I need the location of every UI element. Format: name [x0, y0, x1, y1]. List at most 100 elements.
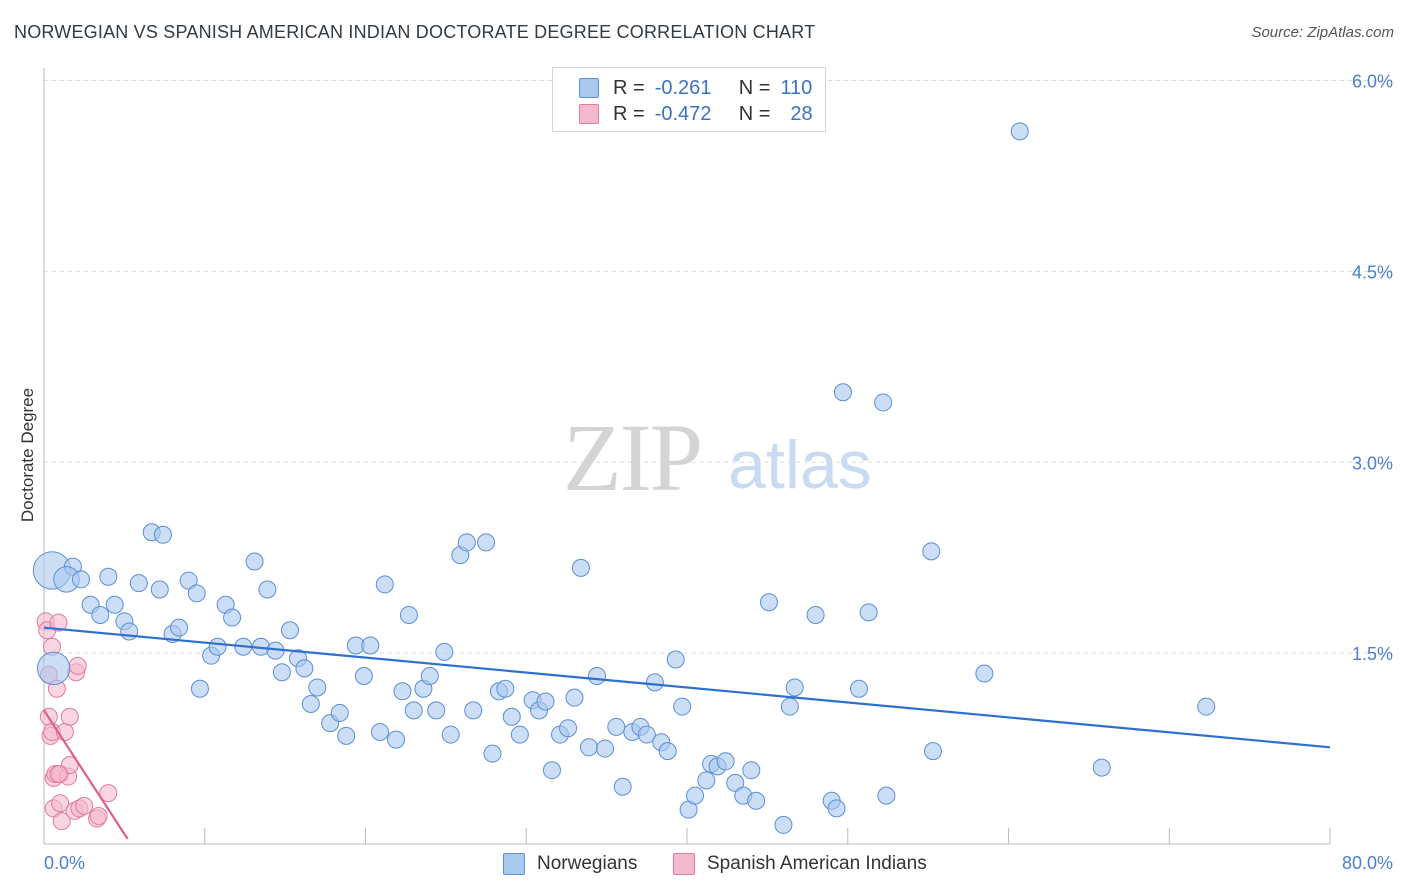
norwegian-point: [923, 742, 942, 761]
norwegian-point: [150, 580, 169, 599]
norwegian-point: [354, 667, 373, 686]
spanish-american-indian-point: [68, 656, 87, 675]
legend-row-spanish-american-indians: R = -0.472 N = 28: [579, 102, 813, 126]
norwegian-point: [337, 726, 356, 745]
norwegian-point: [785, 678, 804, 697]
norwegian-point: [774, 815, 793, 834]
norwegian-point: [1092, 758, 1111, 777]
norwegian-point: [179, 571, 198, 590]
norwegian-point: [393, 682, 412, 701]
spanish-american-indian-trend-line: [43, 709, 129, 840]
legend-row-norwegians: R = -0.261 N = 110: [579, 76, 812, 100]
norwegian-point: [596, 739, 615, 758]
norwegian-point: [477, 533, 496, 552]
norwegian-point: [827, 799, 846, 818]
bottom-legend-swatch-blue: [503, 853, 525, 875]
tick-labels: 1.5% 3.0% 4.5% 6.0% 0.0% 80.0%: [44, 72, 1393, 874]
norwegian-trend-line: [43, 626, 1331, 749]
x-tick-label: 0.0%: [44, 853, 85, 873]
norwegian-point: [330, 703, 349, 722]
norwegian-point: [258, 580, 277, 599]
norwegian-point: [559, 719, 578, 738]
norwegian-point: [645, 673, 664, 692]
watermark: ZIP atlas: [563, 404, 872, 511]
bottom-legend-swatch-pink: [673, 853, 695, 875]
legend-n-value: 110: [780, 76, 813, 99]
norwegian-point: [922, 542, 941, 561]
norwegian-point: [637, 725, 656, 744]
trend-lines: [43, 626, 1331, 840]
watermark-atlas: atlas: [728, 427, 872, 503]
norwegian-point: [441, 725, 460, 744]
norwegian-point: [120, 622, 139, 641]
norwegian-point: [607, 717, 626, 736]
norwegian-point: [457, 533, 476, 552]
spanish-american-indian-point: [49, 765, 68, 784]
norwegian-point: [726, 773, 745, 792]
bottom-legend-spanish-american-indians: Spanish American Indians: [673, 851, 927, 877]
legend-n-label: N =: [738, 102, 771, 125]
norwegian-point: [208, 637, 227, 656]
norwegian-point: [361, 636, 380, 655]
x-tick-label: 80.0%: [1342, 853, 1393, 873]
spanish-american-indian-point: [52, 812, 71, 831]
spanish-american-indian-point: [51, 794, 70, 813]
legend-n-value: 28: [790, 102, 813, 125]
spanish-american-indian-point: [99, 784, 118, 803]
spanish-american-indian-points: [36, 612, 118, 831]
norwegian-point: [129, 574, 148, 593]
norwegian-point: [536, 692, 555, 711]
norwegian-point: [245, 552, 264, 571]
norwegian-point: [272, 663, 291, 682]
norwegian-point: [742, 761, 761, 780]
y-tick-label: 3.0%: [1352, 453, 1393, 473]
norwegian-point: [975, 664, 994, 683]
correlation-legend: R = -0.261 N = 110 R = -0.472 N = 28: [552, 67, 826, 132]
norwegian-point: [565, 688, 584, 707]
norwegian-point: [697, 771, 716, 790]
norwegian-point: [91, 605, 110, 624]
norwegian-point: [375, 575, 394, 594]
gridlines: [44, 80, 1392, 844]
legend-r-label: R =: [613, 76, 645, 99]
norwegian-point: [370, 723, 389, 742]
norwegian-point: [1197, 697, 1216, 716]
norwegian-point: [105, 595, 124, 614]
legend-n-label: N =: [738, 76, 771, 99]
norwegian-point: [542, 761, 561, 780]
norwegian-point: [36, 651, 71, 686]
norwegian-point: [190, 679, 209, 698]
norwegian-point: [280, 621, 299, 640]
watermark-zip: ZIP: [563, 404, 701, 511]
norwegian-point: [301, 695, 320, 714]
norwegian-point: [464, 701, 483, 720]
norwegian-point: [806, 605, 825, 624]
y-tick-label: 4.5%: [1352, 262, 1393, 282]
spanish-american-indian-point: [49, 613, 68, 632]
norwegian-point: [859, 603, 878, 622]
norwegian-point: [496, 679, 515, 698]
norwegian-point: [308, 678, 327, 697]
legend-r-value: -0.261: [654, 76, 712, 99]
bottom-legend-label: Spanish American Indians: [707, 853, 927, 874]
source-label: Source: ZipAtlas.com: [1251, 24, 1394, 41]
norwegian-point: [874, 393, 893, 412]
legend-swatch-pink: [579, 104, 599, 124]
spanish-american-indian-point: [75, 796, 94, 815]
norwegian-point: [666, 650, 685, 669]
norwegian-point: [571, 558, 590, 577]
chart-title: NORWEGIAN VS SPANISH AMERICAN INDIAN DOC…: [14, 22, 816, 42]
legend-r-value: -0.472: [654, 102, 712, 125]
spanish-american-indian-point: [60, 707, 79, 726]
norwegian-point: [387, 730, 406, 749]
norwegian-point: [404, 701, 423, 720]
norwegian-point: [483, 744, 502, 763]
norwegian-point: [833, 383, 852, 402]
y-tick-label: 1.5%: [1352, 644, 1393, 664]
norwegian-point: [780, 697, 799, 716]
norwegian-point: [1010, 122, 1029, 141]
spanish-american-indian-point: [89, 807, 108, 826]
bottom-legend-label: Norwegians: [537, 853, 638, 874]
norwegian-point: [877, 786, 896, 805]
